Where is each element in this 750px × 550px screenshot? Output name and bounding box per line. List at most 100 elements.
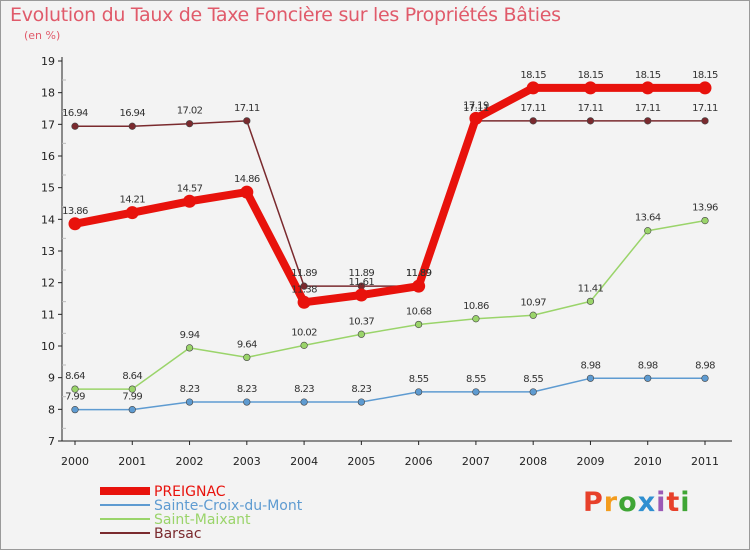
legend-label: Sainte-Croix-du-Mont [154, 498, 303, 514]
data-point [300, 341, 308, 349]
data-point [128, 406, 136, 414]
data-point [71, 122, 79, 130]
data-label: 13.86 [62, 206, 88, 217]
data-point [128, 122, 136, 130]
data-label: 10.97 [520, 297, 546, 308]
x-tick-label: 2007 [462, 455, 490, 468]
data-point [300, 398, 308, 406]
x-tick-label: 2008 [519, 455, 547, 468]
data-label: 7.99 [122, 392, 142, 403]
data-point [586, 374, 595, 382]
data-label: 8.98 [638, 360, 658, 371]
data-label: 8.23 [180, 384, 200, 395]
data-label: 7.99 [65, 392, 85, 403]
data-point [644, 117, 652, 125]
series-lines [68, 81, 712, 414]
data-point [529, 117, 537, 125]
data-label: 8.98 [695, 360, 715, 371]
data-label: 17.11 [463, 103, 489, 114]
data-point [529, 311, 537, 319]
y-tick-label: 15 [41, 182, 55, 195]
data-label: 14.57 [177, 183, 203, 194]
legend-label: PREIGNAC [154, 484, 226, 500]
data-label: 18.15 [692, 70, 718, 81]
data-label: 8.64 [65, 371, 85, 382]
x-tick-label: 2000 [61, 455, 89, 468]
data-label: 8.98 [581, 360, 601, 371]
logo-letter: i [656, 487, 667, 518]
data-point [185, 344, 194, 352]
data-point [698, 81, 712, 95]
data-label: 11.89 [349, 268, 375, 279]
series-saint-maixant [71, 217, 709, 393]
data-label: 8.23 [351, 384, 371, 395]
data-label: 8.55 [409, 374, 429, 385]
series-sainte-croix-du-mont [71, 374, 709, 414]
logo-letter: r [603, 487, 619, 518]
data-label: 11.89 [406, 268, 432, 279]
data-label: 13.96 [692, 203, 718, 214]
series-line [75, 120, 705, 287]
legend: PREIGNACSainte-Croix-du-MontSaint-Maixan… [100, 484, 303, 542]
data-label: 16.94 [62, 108, 88, 119]
data-point [415, 320, 423, 329]
data-point [243, 398, 251, 406]
data-point [415, 388, 423, 396]
y-tick-label: 12 [41, 277, 55, 290]
data-label: 10.37 [349, 316, 375, 327]
data-label: 17.19 [463, 100, 489, 111]
data-point [354, 288, 368, 302]
data-labels: 13.8614.2114.5714.8611.3811.6111.8917.19… [62, 70, 718, 403]
data-point [701, 217, 709, 225]
data-point [185, 120, 194, 128]
y-unit-label: (en %) [24, 29, 61, 42]
data-label: 13.64 [635, 213, 661, 224]
data-label: 18.15 [520, 70, 546, 81]
data-point [472, 315, 480, 323]
data-point [125, 206, 139, 220]
x-tick-label: 2001 [118, 455, 146, 468]
x-tick-label: 2006 [405, 455, 433, 468]
data-label: 9.64 [237, 339, 257, 350]
data-label: 8.23 [294, 384, 314, 395]
y-tick-label: 19 [41, 55, 55, 68]
data-point [357, 330, 365, 338]
data-point [183, 194, 197, 208]
x-tick-label: 2005 [347, 455, 375, 468]
data-label: 10.02 [291, 327, 317, 338]
legend-label: Saint-Maixant [154, 512, 251, 528]
data-label: 18.15 [635, 70, 661, 81]
data-point [644, 374, 652, 382]
y-tick-label: 10 [41, 340, 55, 353]
data-point [701, 117, 709, 125]
data-point [472, 388, 480, 396]
x-tick-label: 2004 [290, 455, 318, 468]
data-label: 17.11 [578, 103, 604, 114]
data-point [71, 385, 79, 393]
logo-letter: x [637, 487, 657, 518]
data-point [357, 398, 365, 406]
data-label: 17.11 [234, 103, 260, 114]
data-point [583, 81, 597, 95]
data-label: 11.89 [291, 268, 317, 279]
x-tick-label: 2011 [691, 455, 719, 468]
x-tick-label: 2002 [176, 455, 204, 468]
data-label: 10.86 [463, 301, 489, 312]
logo-letter: i [680, 487, 691, 518]
x-tick-label: 2009 [576, 455, 604, 468]
data-label: 14.86 [234, 174, 260, 185]
data-label: 11.41 [578, 283, 604, 294]
data-point [300, 282, 308, 290]
data-point [243, 117, 251, 125]
data-point [243, 353, 251, 362]
y-tick-label: 13 [41, 245, 55, 258]
data-label: 11.89 [406, 268, 432, 279]
data-point [240, 185, 254, 199]
data-label: 10.68 [406, 306, 432, 317]
y-tick-label: 14 [41, 213, 55, 226]
x-tick-label: 2003 [233, 455, 261, 468]
data-point [701, 374, 709, 382]
y-tick-label: 16 [41, 150, 55, 163]
data-label: 17.11 [520, 103, 546, 114]
data-label: 14.21 [119, 195, 145, 206]
